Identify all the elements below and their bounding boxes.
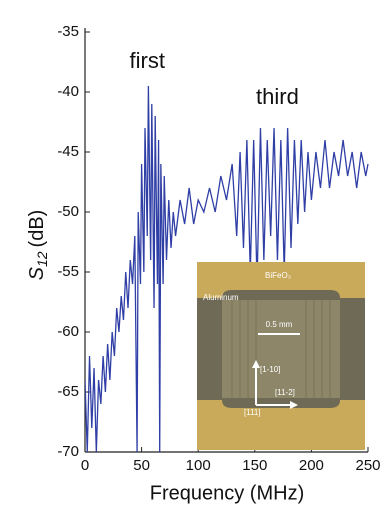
y-axis-label: S12 (dB) <box>26 210 49 281</box>
y-tick-label: -50 <box>57 203 79 220</box>
inset-label: [111] <box>244 408 261 417</box>
x-tick-label: 250 <box>355 457 380 474</box>
y-axis-symbol: S <box>26 266 48 280</box>
annotation: first <box>130 48 165 73</box>
y-tick-label: -35 <box>57 23 79 40</box>
inset-label: [11-2] <box>275 388 295 397</box>
inset-label: BiFeO₃ <box>265 271 291 280</box>
y-tick-label: -55 <box>57 263 79 280</box>
annotation: third <box>256 84 299 109</box>
y-tick-label: -65 <box>57 383 79 400</box>
x-axis-label: Frequency (MHz) <box>150 482 304 504</box>
inset-photo: BiFeO₃ Aluminum 0.5 mm [1-10] [11-2] [11… <box>197 262 365 450</box>
inset-label: 0.5 mm <box>266 320 293 329</box>
y-tick-label: -45 <box>57 143 79 160</box>
x-tick-label: 200 <box>299 457 324 474</box>
x-tick-label: 100 <box>186 457 211 474</box>
x-tick-label: 150 <box>242 457 267 474</box>
y-tick-label: -60 <box>57 323 79 340</box>
x-tick-label: 50 <box>133 457 150 474</box>
y-tick-label: -40 <box>57 83 79 100</box>
inset-label: Aluminum <box>203 293 239 302</box>
data-line <box>85 85 369 452</box>
x-tick-label: 0 <box>81 457 89 474</box>
y-axis-subscript: 12 <box>34 251 50 267</box>
y-tick-label: -70 <box>57 443 79 460</box>
y-axis-unit: (dB) <box>26 210 48 248</box>
inset-label: [1-10] <box>260 365 280 374</box>
